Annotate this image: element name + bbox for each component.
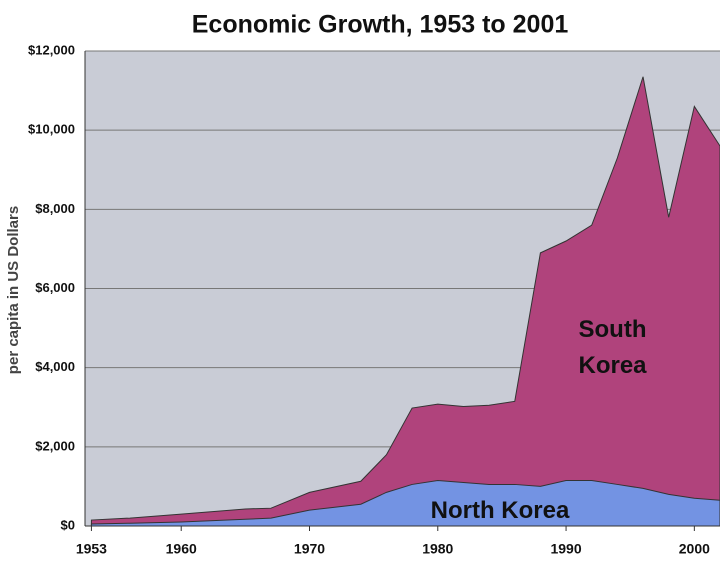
- chart-title: Economic Growth, 1953 to 2001: [192, 11, 569, 39]
- north-korea-label: North Korea: [430, 497, 570, 524]
- area: [90, 479, 720, 527]
- x-tick-label: 1970: [294, 541, 325, 557]
- x-tick-label: 2000: [679, 541, 710, 557]
- y-tick-label: $8,000: [35, 201, 75, 216]
- y-tick-label: $2,000: [35, 438, 75, 453]
- x-tick-label: 1990: [550, 541, 581, 557]
- y-tick-label: $12,000: [28, 42, 75, 57]
- x-tick-label: 1953: [76, 541, 107, 557]
- area: [90, 76, 720, 527]
- y-tick-label: $0: [61, 517, 75, 532]
- y-axis-label: per capita in US Dollars: [5, 206, 22, 374]
- x-tick-label: 1980: [422, 541, 453, 557]
- south-korea-label: South Korea: [578, 316, 647, 379]
- y-tick-label: $6,000: [35, 280, 75, 295]
- y-tick-label: $4,000: [35, 359, 75, 374]
- y-tick-label: $10,000: [28, 122, 75, 137]
- x-tick-label: 1960: [166, 541, 197, 557]
